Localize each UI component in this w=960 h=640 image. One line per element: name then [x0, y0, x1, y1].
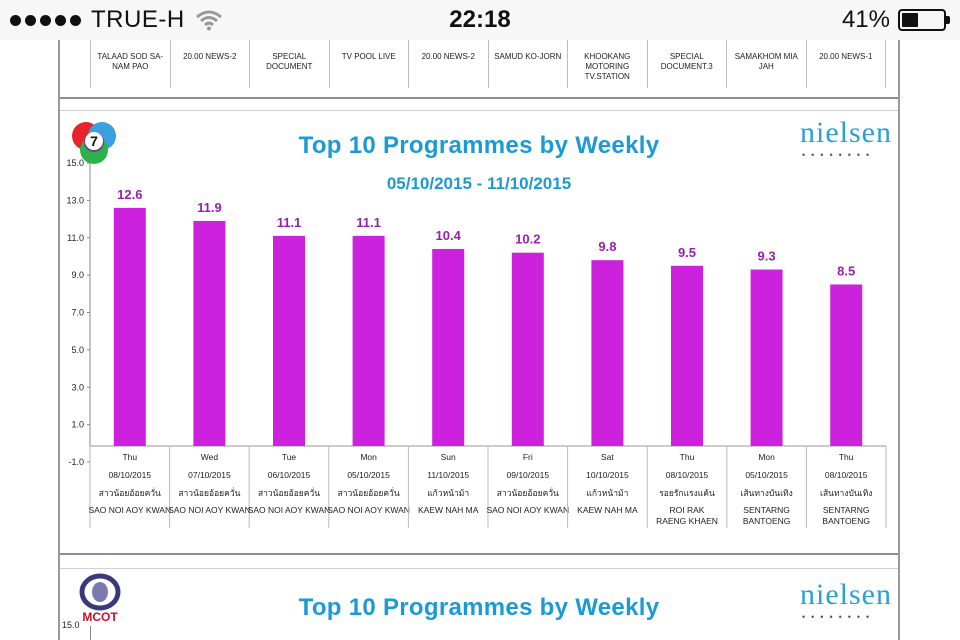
chart-subtitle: 05/10/2015 - 11/10/2015 [386, 174, 572, 193]
section-divider-2 [60, 553, 898, 555]
status-left: TRUE-H [10, 0, 223, 40]
page-border-right [898, 40, 900, 640]
mcot-logo-icon: MCOT [79, 573, 121, 624]
chart-2-y-tick: 15.0 [62, 620, 80, 630]
previous-table-cell: KHOOKANG MOTORING TV.STATION [567, 40, 647, 88]
nielsen-logo-2-dots: •••••••• [802, 612, 876, 622]
carrier-name: TRUE-H [91, 6, 185, 33]
previous-table-cell: TV POOL LIVE [328, 40, 409, 88]
status-bar: TRUE-H 22:18 41% [0, 0, 960, 40]
page-border-left [58, 40, 60, 640]
nielsen-logo-text: nielsen [800, 116, 892, 149]
channel7-logo-text: 7 [90, 133, 98, 149]
nielsen-logo: nielsen [800, 116, 892, 150]
previous-table-cell: 20.00 NEWS-1 [805, 40, 886, 88]
chart-title: Top 10 Programmes by Weekly [298, 132, 660, 159]
battery-fill [902, 13, 919, 27]
chart-2-title: Top 10 Programmes by Weekly [298, 594, 660, 621]
previous-table-cell: SPECIAL DOCUMENT [249, 40, 329, 88]
previous-table-cell-border [885, 40, 886, 88]
nielsen-logo-dots: •••••••• [802, 150, 876, 160]
previous-table-strip: TALAAD SOD SA-NAM PAO 20.00 NEWS-2 SPECIAL… [90, 40, 890, 88]
nielsen-logo-2: nielsen [800, 578, 892, 612]
chart-2-y-axis [90, 626, 91, 640]
panel-top-border [60, 110, 898, 111]
wifi-icon [195, 10, 222, 31]
battery-percentage: 41% [841, 6, 890, 33]
mcot-logo-text: MCOT [82, 610, 118, 624]
previous-table-cell: 20.00 NEWS-2 [169, 40, 250, 88]
battery-icon [898, 9, 950, 31]
signal-strength-icon [10, 14, 81, 26]
previous-table-cell: SAMAKHOM MIA JAH [726, 40, 806, 88]
status-right: 41% [841, 0, 950, 40]
previous-table-cell: SPECIAL DOCUMENT.3 [646, 40, 727, 88]
previous-table-cell: 20.00 NEWS-2 [408, 40, 488, 88]
section-divider [60, 97, 898, 99]
previous-table-cell: SAMUD KO-JORN [487, 40, 568, 88]
previous-table-cell: TALAAD SOD SA-NAM PAO [90, 40, 170, 88]
panel-2-top-border [60, 568, 898, 569]
chart-panel-1: 7 Top 10 Programmes by Weekly 05/10/2015… [60, 110, 898, 550]
channel7-logo-icon: 7 [72, 122, 116, 164]
chart-panel-2: MCOT Top 10 Programmes by Weekly nielsen… [60, 568, 898, 640]
nielsen-logo-2-text: nielsen [800, 578, 892, 611]
